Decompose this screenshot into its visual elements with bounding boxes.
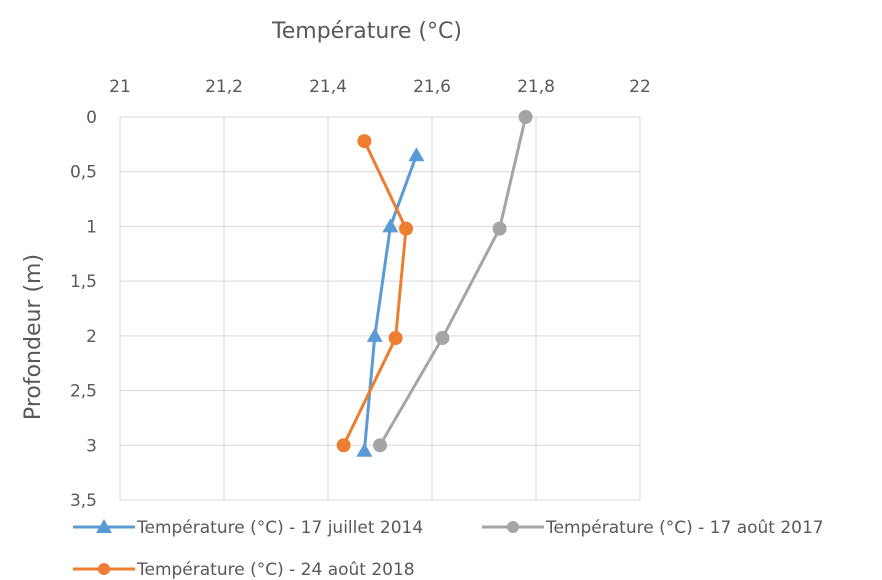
legend-label-1: Température (°C) - 17 août 2017: [545, 518, 824, 538]
y-tick-label: 2: [86, 327, 97, 347]
legend-label-0: Température (°C) - 17 juillet 2014: [136, 518, 423, 538]
x-tick-label: 22: [629, 77, 651, 97]
series-lines: [342, 116, 528, 451]
y-axis-title: Profondeur (m): [21, 254, 46, 420]
y-tick-label: 3: [86, 436, 97, 456]
series-2-point-2: [388, 331, 403, 346]
legend: Température (°C) - 17 juillet 2014 Tempér…: [73, 518, 824, 580]
series-0-point-1: [382, 218, 399, 233]
series-line-1: [378, 116, 528, 447]
legend-label-2: Température (°C) - 24 août 2018: [136, 560, 415, 580]
y-tick-label: 1: [86, 217, 97, 237]
series-0-point-0: [408, 147, 425, 162]
series-line-2: [342, 140, 408, 446]
y-tick-label: 1,5: [70, 272, 97, 292]
series-1-point-0: [518, 110, 533, 124]
series-1-point-2: [435, 331, 450, 346]
series-2-point-0: [357, 134, 372, 149]
x-axis-title: Température (°C): [271, 19, 462, 44]
legend-marker-1: [507, 521, 519, 533]
y-tick-label: 0,5: [70, 163, 97, 183]
x-tick-label: 21,4: [309, 77, 347, 97]
series-markers: [336, 110, 533, 457]
series-line-0: [362, 154, 418, 451]
series-1-point-3: [373, 438, 387, 453]
series-0-point-3: [356, 442, 373, 457]
x-tick-label: 21,6: [413, 77, 451, 97]
gridlines: [119, 116, 641, 501]
x-tick-label: 21: [109, 77, 131, 97]
series-2-point-1: [399, 221, 413, 236]
series-2-point-3: [336, 438, 351, 453]
x-tick-labels: 21 21,2 21,4 21,6 21,8 22: [109, 77, 651, 97]
legend-marker-2: [98, 563, 110, 575]
legend-marker-0: [96, 519, 112, 533]
x-tick-label: 21,8: [517, 77, 555, 97]
x-tick-label: 21,2: [205, 77, 243, 97]
series-0-point-2: [366, 327, 383, 342]
y-tick-label: 0: [86, 108, 97, 128]
y-tick-labels: 0 0,5 1 1,5 2 2,5 3 3,5: [70, 108, 97, 511]
y-tick-label: 3,5: [70, 491, 97, 511]
series-1-point-1: [492, 221, 507, 236]
y-tick-label: 2,5: [70, 382, 97, 402]
